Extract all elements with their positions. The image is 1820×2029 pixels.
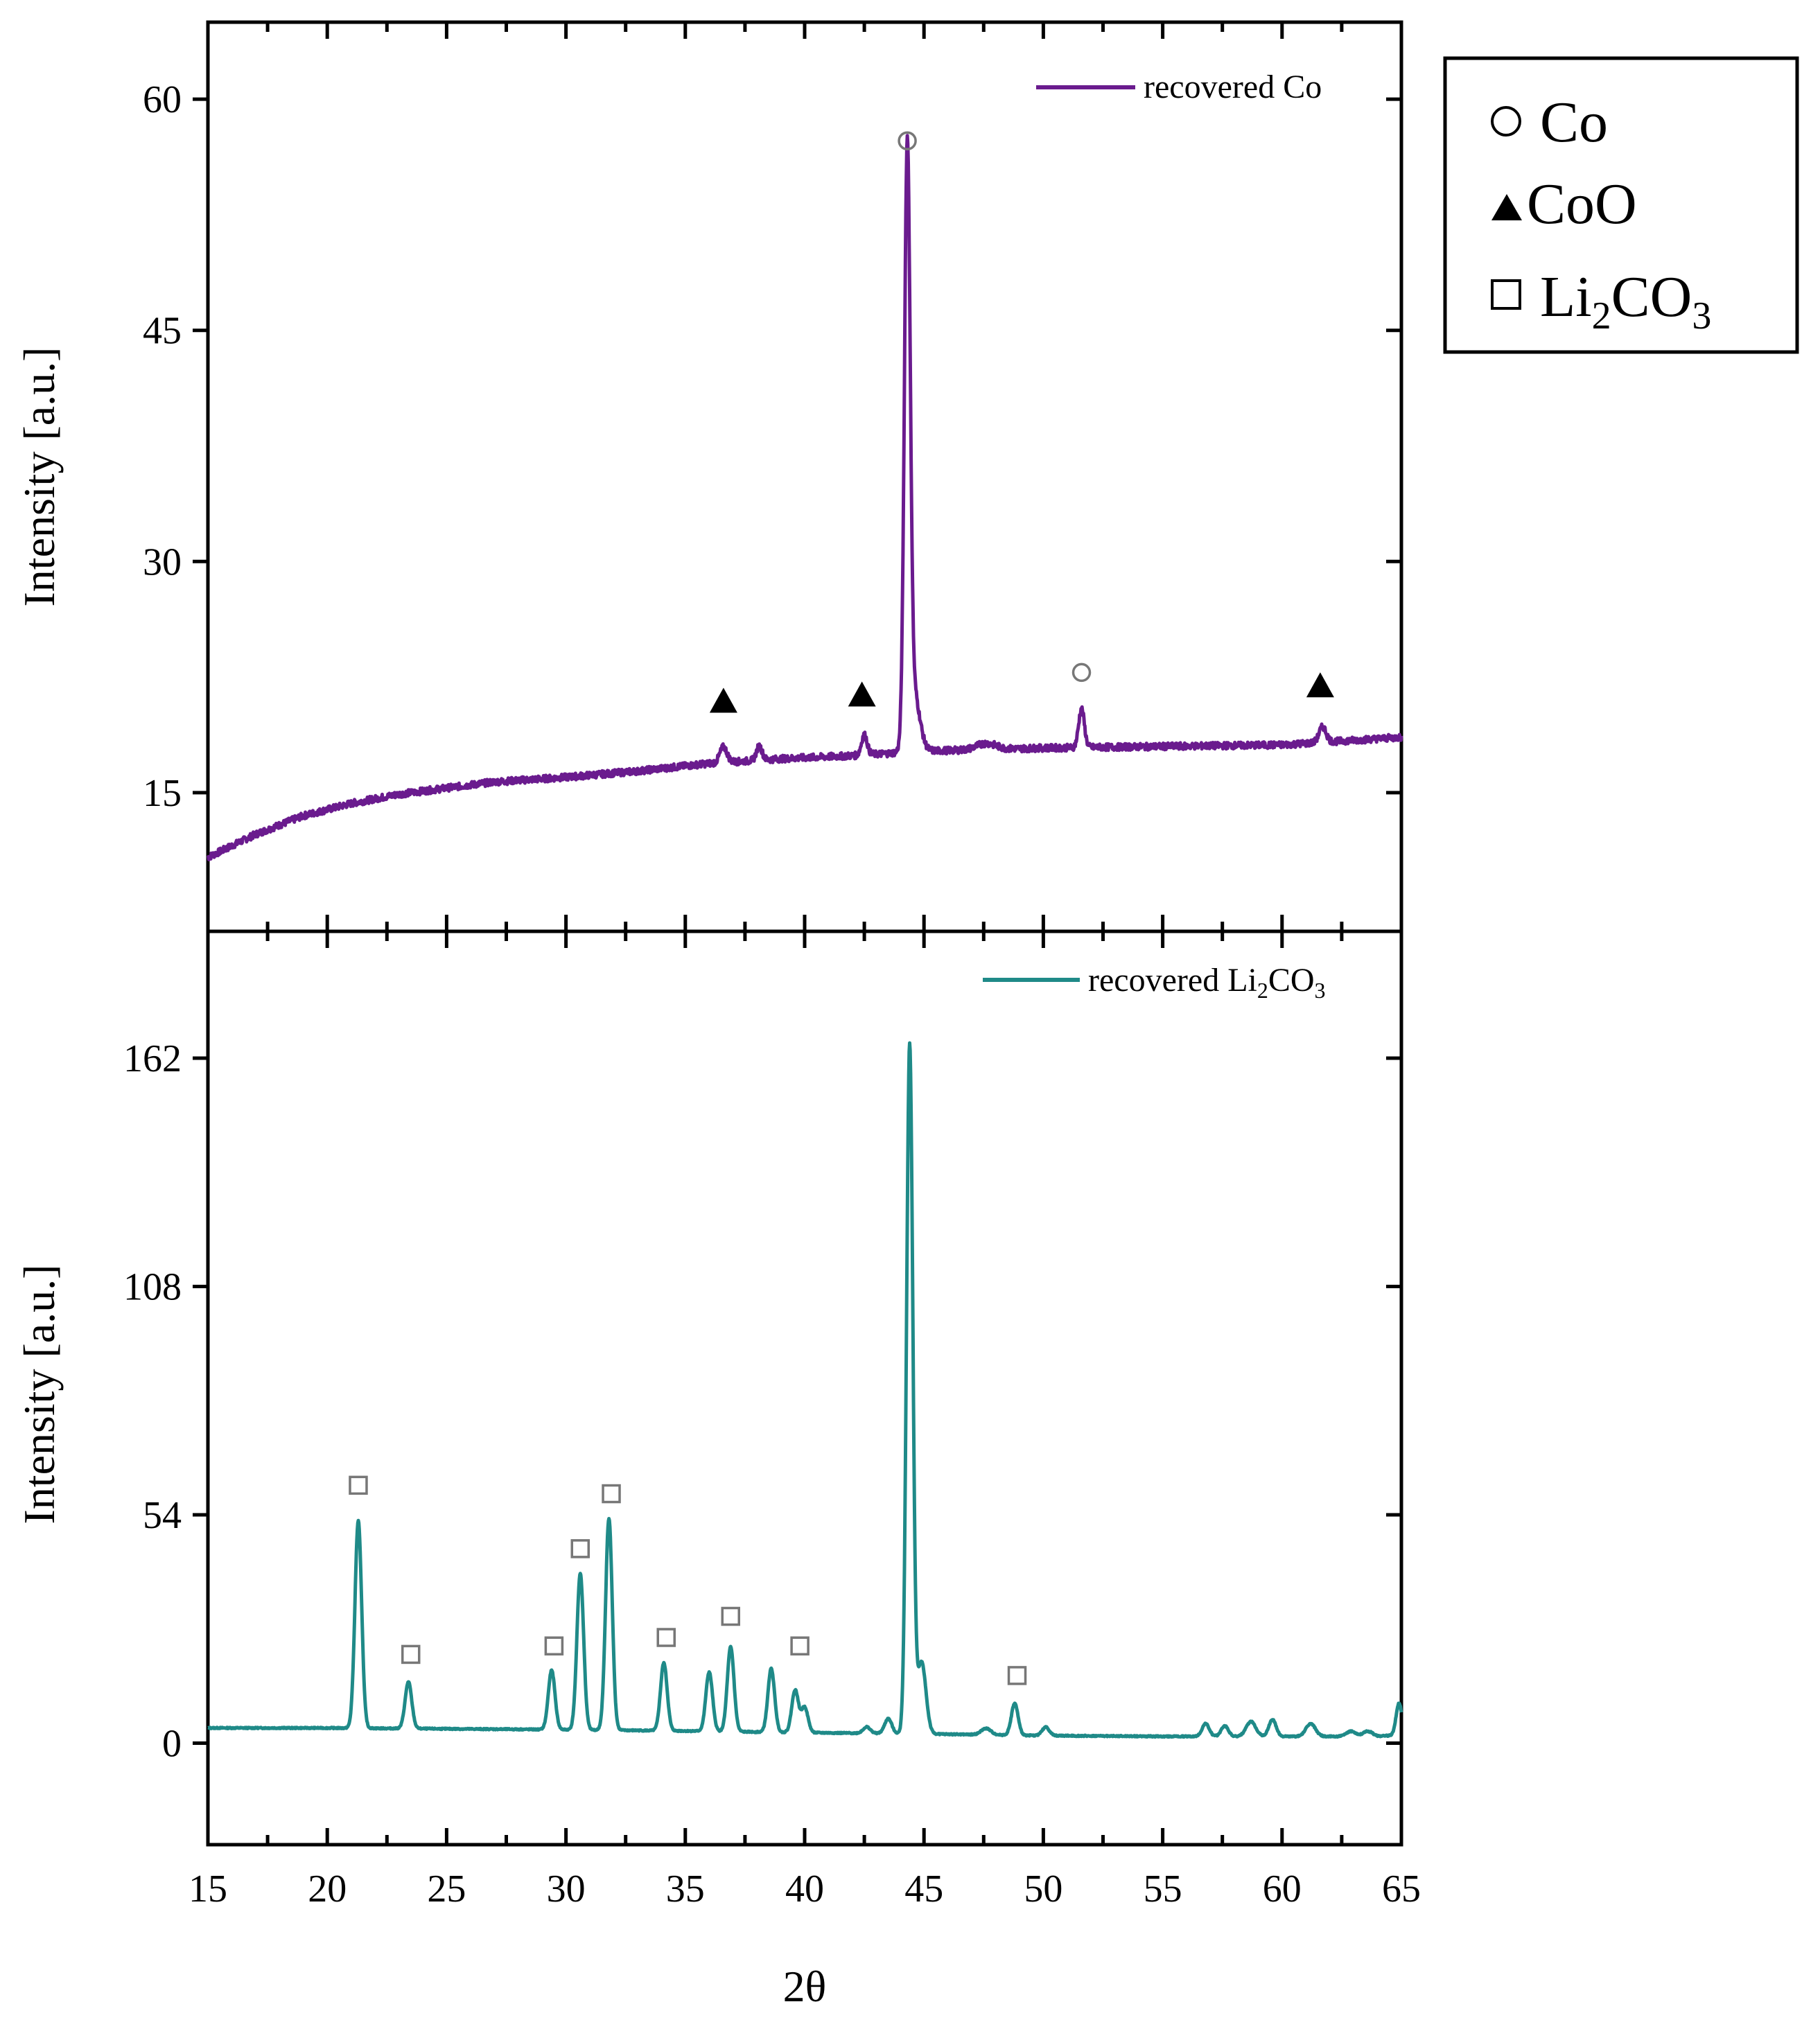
x-tick-label: 15 (189, 1868, 227, 1911)
top-y-tick-label: 15 (143, 772, 182, 815)
bottom-y-ticks: 0 54 108 162 (123, 1037, 1401, 1766)
bottom-y-tick-label: 162 (123, 1037, 182, 1080)
legend-li2co3-label: Li2CO3 (1540, 265, 1711, 337)
x-tick-label: 55 (1144, 1868, 1182, 1911)
phase-legend: Co CoO Li2CO3 (1443, 56, 1799, 354)
bottom-y-axis-label: Intensity [a.u.] (15, 1265, 64, 1525)
co-marker-icon (1071, 662, 1092, 683)
li2co3-marker-icon (570, 1539, 590, 1558)
x-tick-label: 30 (547, 1868, 586, 1911)
top-y-tick-label: 30 (143, 541, 182, 583)
co-marker-icon (898, 131, 917, 150)
x-tick-label: 20 (308, 1868, 347, 1911)
x-tick-label: 60 (1263, 1868, 1302, 1911)
x-tick-label: 40 (785, 1868, 824, 1911)
bottom-panel: 0 54 108 162 15 20 25 30 35 40 45 50 55 60 65 recover… (15, 929, 1421, 2011)
bottom-y-tick-label: 0 (162, 1723, 182, 1766)
coo-marker-icon (709, 687, 737, 713)
li2co3-marker-icon (721, 1606, 740, 1626)
li2co3-marker-icon (790, 1636, 810, 1655)
top-y-ticks: 15 30 45 60 (143, 78, 1401, 815)
top-legend-label: recovered Co (1144, 69, 1322, 105)
li2co3-marker-icon (1007, 1666, 1027, 1685)
square-icon (1491, 279, 1521, 310)
x-tick-label: 65 (1382, 1868, 1421, 1911)
bottom-legend-label: recovered Li2CO3 (1088, 962, 1326, 1003)
x-tick-label: 25 (427, 1868, 466, 1911)
bottom-inline-legend: recovered Li2CO3 (983, 962, 1326, 1003)
legend-co-label: Co (1540, 90, 1608, 155)
top-phase-markers (709, 131, 1334, 713)
x-tick-label: 50 (1024, 1868, 1062, 1911)
circle-icon (1491, 106, 1521, 137)
top-series-line (206, 134, 1403, 861)
coo-marker-icon (1306, 672, 1334, 698)
bottom-y-tick-label: 108 (123, 1266, 182, 1309)
coo-marker-icon (848, 681, 876, 707)
li2co3-marker-icon (544, 1636, 564, 1655)
top-y-tick-label: 60 (143, 78, 182, 121)
li2co3-marker-icon (349, 1475, 368, 1495)
x-tick-label: 45 (904, 1868, 943, 1911)
x-axis-label: 2θ (783, 1962, 827, 2011)
legend-coo-label: CoO (1527, 172, 1637, 236)
triangle-icon (1491, 194, 1522, 220)
top-y-tick-label: 45 (143, 310, 182, 353)
bottom-y-tick-label: 54 (143, 1494, 182, 1537)
top-panel: 15 30 45 60 recovered Co Intensity [a.u.] (15, 20, 1403, 933)
x-tick-label: 35 (666, 1868, 705, 1911)
top-inline-legend: recovered Co (1036, 69, 1322, 105)
top-y-axis-label: Intensity [a.u.] (15, 347, 64, 607)
bottom-x-ticks: 15 20 25 30 35 40 45 50 55 60 65 (189, 931, 1421, 1911)
bottom-phase-markers (349, 1475, 1027, 1685)
li2co3-marker-icon (602, 1484, 621, 1504)
li2co3-marker-icon (401, 1644, 421, 1665)
li2co3-marker-icon (656, 1628, 676, 1647)
bottom-series-line (207, 1041, 1403, 1739)
